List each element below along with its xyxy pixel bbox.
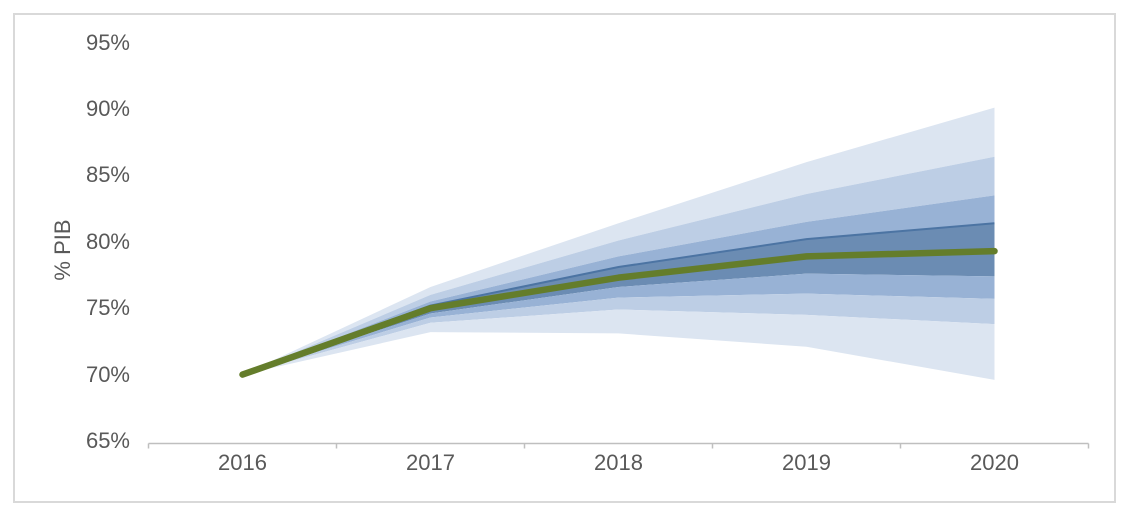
chart-frame: % PIB 95% 90% 85% 80% 75% 70% 65% 2016 2017 2018… [13,13,1116,503]
y-axis-tick-label: 70% [85,361,130,387]
fan-band-p70-p60 [242,195,995,375]
fan-band-p30-p20 [242,293,995,375]
fan-chart-plot-area [147,107,1090,449]
fan-band-p90-p80 [242,107,995,375]
x-axis-tick-label: 2017 [406,450,455,475]
median-line [239,247,998,378]
y-axis-tick-label: 80% [85,228,130,254]
x-axis-tick-label: 2018 [594,450,643,475]
y-axis-tick-label: 75% [85,295,130,321]
y-axis-tick-label: 95% [85,29,130,55]
y-axis-tick-label: 65% [85,428,130,453]
fan-band-p40-p30 [242,273,995,375]
x-axis-tick-label: 2019 [782,450,831,475]
fan-band-p60-p40 [242,223,995,375]
y-axis-tick-label: 85% [85,162,130,188]
x-axis-tick-label: 2020 [970,450,1019,475]
fan-band-p80-p70 [242,156,995,375]
fan-band-p20-p10 [242,309,995,380]
x-axis-tick-label: 2016 [218,450,267,475]
y-axis-tick-label: 90% [85,96,130,121]
